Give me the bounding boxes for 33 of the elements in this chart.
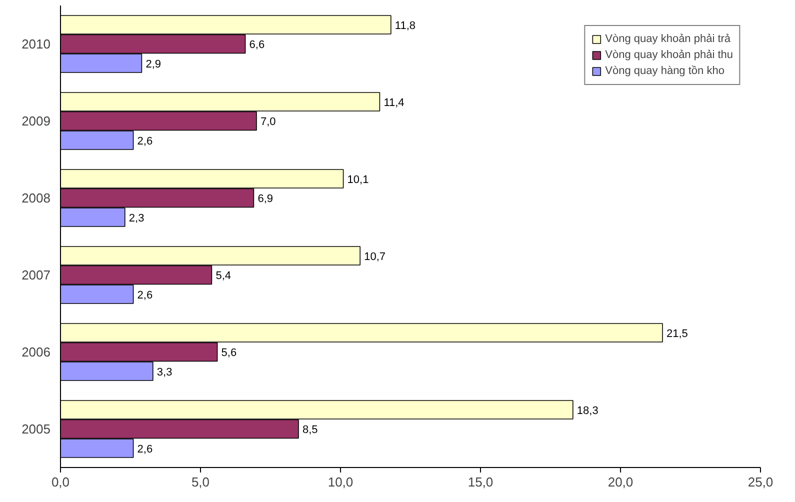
legend-label: Vòng quay hàng tồn kho xyxy=(605,64,724,78)
data-label: 5,6 xyxy=(221,347,237,359)
data-label: 6,9 xyxy=(258,193,273,205)
data-label: 10,7 xyxy=(364,250,386,263)
x-tick-label: 0,0 xyxy=(51,474,70,490)
x-tick-label: 20,0 xyxy=(608,474,634,490)
y-tick-label: 2010 xyxy=(22,36,50,52)
data-label: 11,4 xyxy=(384,96,404,109)
x-tick-label: 5,0 xyxy=(191,474,210,490)
y-tick-label: 2009 xyxy=(22,114,50,128)
data-label: 7,0 xyxy=(260,116,276,128)
data-label: 21,5 xyxy=(666,328,688,340)
x-tick-label: 15,0 xyxy=(468,474,494,490)
y-tick-label: 2006 xyxy=(22,344,50,360)
x-tick-label: 10,0 xyxy=(328,474,354,490)
data-label: 2,9 xyxy=(146,58,161,70)
data-label: 2,3 xyxy=(128,212,144,224)
data-label: 2,6 xyxy=(137,135,153,148)
y-tick-label: 2008 xyxy=(22,190,50,206)
legend-label: Vòng quay khoản phải thu xyxy=(605,48,733,62)
legend-label: Vòng quay khoản phải trả xyxy=(605,32,731,46)
y-tick-label: 2005 xyxy=(22,422,50,436)
data-label: 5,4 xyxy=(216,270,231,282)
data-label: 8,5 xyxy=(302,424,318,436)
data-label: 2,6 xyxy=(137,289,153,302)
data-label: 3,3 xyxy=(156,366,172,378)
x-tick-label: 25,0 xyxy=(748,474,774,490)
data-label: 10,1 xyxy=(347,174,369,186)
data-label: 18,3 xyxy=(576,404,598,417)
data-label: 2,6 xyxy=(137,443,153,456)
y-tick-label: 2007 xyxy=(22,268,50,282)
data-label: 6,6 xyxy=(249,39,265,51)
data-label: 11,8 xyxy=(394,20,416,32)
